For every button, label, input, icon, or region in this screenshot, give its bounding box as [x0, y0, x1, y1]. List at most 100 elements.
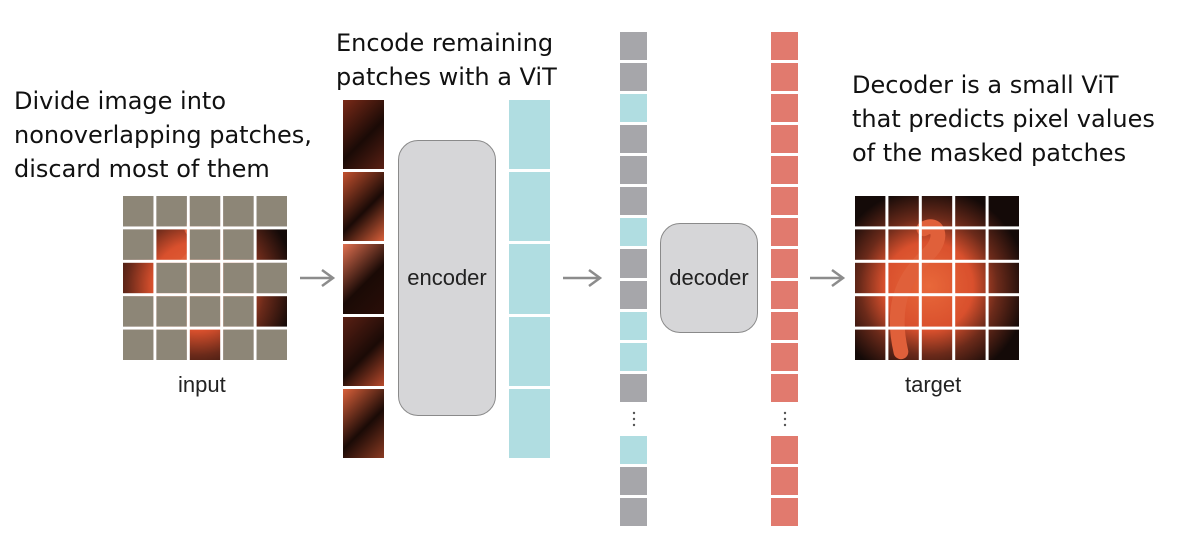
masked-patch [189, 196, 221, 227]
masked-patch [223, 229, 254, 260]
grid-line [885, 196, 889, 360]
visible-patch [343, 388, 384, 458]
visible-patch [343, 244, 384, 314]
masked-patch [189, 229, 221, 260]
grid-line [253, 196, 257, 360]
grid-line [855, 326, 1019, 330]
visible-patch [343, 316, 384, 386]
predicted-token [771, 249, 798, 278]
grid-line [123, 326, 287, 330]
masked-patch [223, 196, 254, 227]
predicted-token [771, 311, 798, 340]
encoded-token [509, 316, 550, 386]
masked-patch [123, 229, 154, 260]
encoded-token [509, 100, 550, 170]
grid-line [123, 259, 287, 263]
encoded-token [509, 244, 550, 314]
decoder-label: decoder [669, 265, 749, 290]
grid-line [220, 196, 224, 360]
visible-patch [343, 100, 384, 170]
visible-patches-column [343, 100, 384, 458]
arrow-icon [563, 268, 603, 288]
encode-caption-line-1: Encode remaining [336, 29, 554, 57]
ellipsis-icon [771, 405, 798, 433]
encoded-token [620, 435, 647, 464]
encoded-token [509, 388, 550, 458]
encoded-token [620, 311, 647, 340]
predicted-token [771, 342, 798, 371]
encoder-block: encoder [398, 140, 496, 416]
predicted-token [771, 32, 798, 61]
encoder-label: encoder [407, 265, 487, 290]
encoded-token [509, 172, 550, 242]
masked-patch [223, 296, 254, 327]
grid-line [985, 196, 989, 360]
predicted-token [771, 280, 798, 309]
arrow-icon [810, 268, 846, 288]
masked-patch [223, 262, 254, 294]
input-image [123, 196, 287, 360]
mask-token [620, 125, 647, 154]
predicted-token [771, 497, 798, 526]
image-background [855, 196, 1019, 360]
decoder-block: decoder [660, 223, 758, 333]
mask-token [620, 373, 647, 402]
divide-caption-line-2: nonoverlapping patches, [14, 121, 312, 149]
masked-patch [189, 296, 221, 327]
predicted-token [771, 125, 798, 154]
masked-patch [256, 329, 287, 360]
encoded-token [620, 218, 647, 247]
mask-token [620, 32, 647, 61]
mask-token [620, 63, 647, 92]
divide-caption: Divide image into nonoverlapping patches… [14, 84, 312, 186]
masked-patch [123, 296, 154, 327]
predicted-token [771, 187, 798, 216]
grid-line [123, 226, 287, 230]
predicted-token [771, 373, 798, 402]
predicted-token [771, 435, 798, 464]
masked-patch [156, 329, 187, 360]
target-image [855, 196, 1019, 360]
predicted-token [771, 63, 798, 92]
grid-line [153, 196, 157, 360]
grid-line [918, 196, 922, 360]
encoded-token [620, 342, 647, 371]
predicted-token [771, 156, 798, 185]
grid-line [952, 196, 956, 360]
patch-grid [123, 196, 287, 360]
masked-patch [156, 296, 187, 327]
mask-token [620, 280, 647, 309]
masked-patch [256, 262, 287, 294]
masked-patch [189, 262, 221, 294]
predicted-token [771, 466, 798, 495]
full-token-column [620, 32, 647, 526]
decode-caption-line-2: that predicts pixel values [852, 105, 1155, 133]
divide-caption-line-1: Divide image into [14, 87, 227, 115]
mask-token [620, 187, 647, 216]
masked-patch [123, 196, 154, 227]
encode-caption: Encode remaining patches with a ViT [336, 26, 557, 94]
grid-line [855, 226, 1019, 230]
masked-patch [156, 196, 187, 227]
decode-caption-line-3: of the masked patches [852, 139, 1127, 167]
grid-line [186, 196, 190, 360]
input-label: input [178, 372, 226, 397]
mask-token [620, 466, 647, 495]
target-label: target [905, 372, 962, 397]
grid-line [123, 293, 287, 297]
masked-patch [156, 262, 187, 294]
decode-caption-line-1: Decoder is a small ViT [852, 71, 1119, 99]
patch-grid [855, 196, 1019, 360]
predicted-token [771, 218, 798, 247]
mask-token [620, 156, 647, 185]
decode-caption: Decoder is a small ViT that predicts pix… [852, 68, 1155, 170]
masked-patch [223, 329, 254, 360]
masked-patch [256, 196, 287, 227]
arrow-icon [300, 268, 336, 288]
visible-patch [343, 172, 384, 242]
predicted-token [771, 94, 798, 123]
encoded-token [620, 94, 647, 123]
mask-token [620, 249, 647, 278]
grid-line [855, 259, 1019, 263]
encoded-tokens-column [509, 100, 550, 458]
